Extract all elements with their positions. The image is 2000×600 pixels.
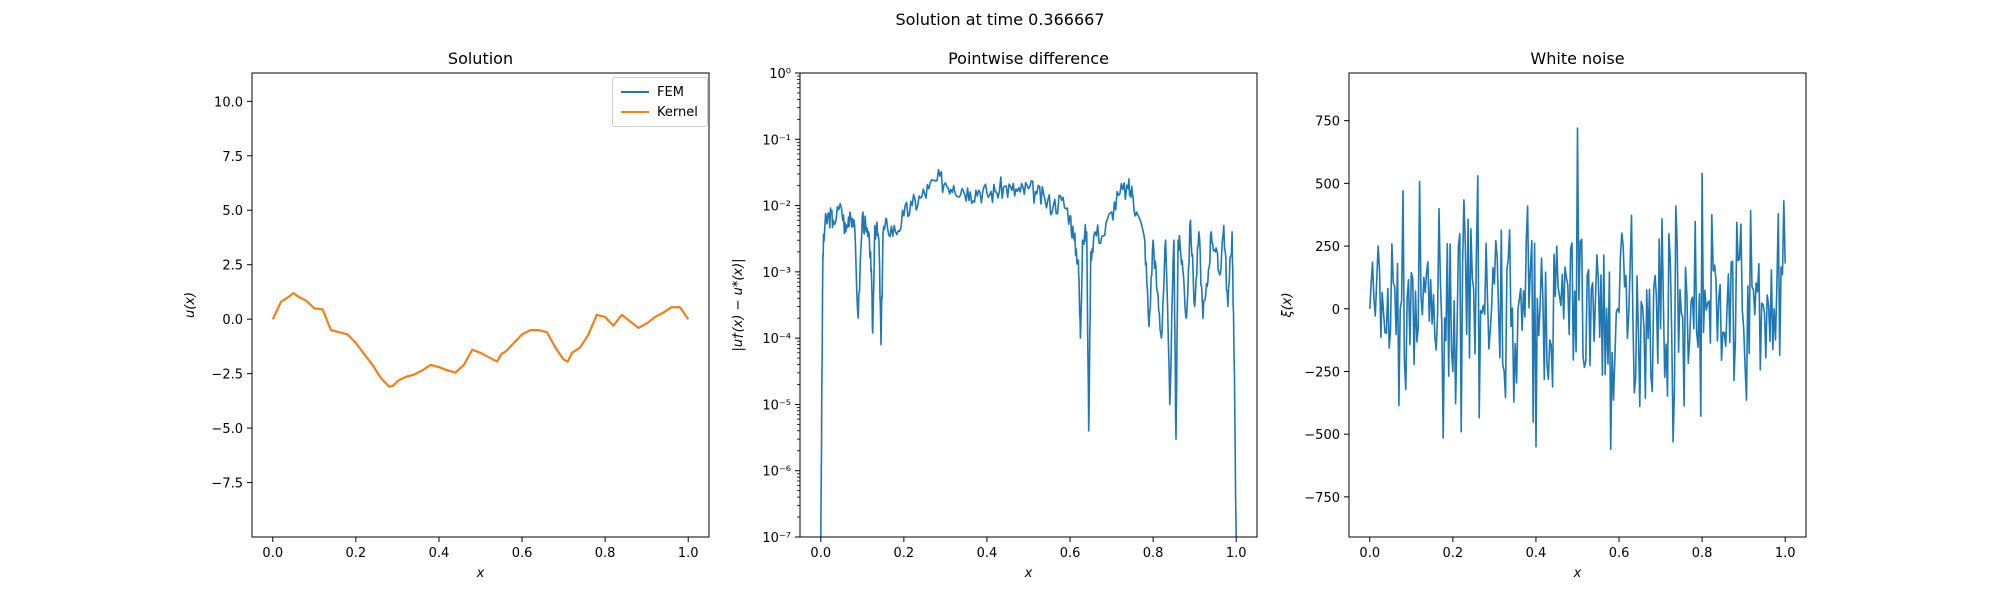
axes-frame xyxy=(251,72,710,538)
x-tick-label: 0.4 xyxy=(977,546,998,561)
x-tick-label: 0.4 xyxy=(429,546,450,561)
y-tick-label: 10⁻³ xyxy=(762,266,791,281)
series-line-noise xyxy=(1369,127,1786,450)
y-tick-label: −7.5 xyxy=(211,477,243,492)
x-tick-label: 0.2 xyxy=(346,546,367,561)
legend-label-fem: FEM xyxy=(657,84,684,100)
x-tick-label: 1.0 xyxy=(1775,546,1796,561)
y-tick-label: −500 xyxy=(1304,428,1340,443)
y-tick-label: 10⁻² xyxy=(762,200,791,215)
y-tick-label: 750 xyxy=(1315,115,1340,130)
legend: FEM Kernel xyxy=(612,77,708,127)
y-tick-label: 10⁻⁶ xyxy=(762,465,791,480)
y-tick-label: 2.5 xyxy=(222,259,243,274)
x-tick-label: 0.6 xyxy=(512,546,533,561)
x-tick-label: 0.0 xyxy=(262,546,283,561)
y-tick-label: 250 xyxy=(1315,240,1340,255)
y-tick-label: 10⁻⁷ xyxy=(762,531,791,546)
noise-panel: White noise x ξ(x) 0.0 0.2 0.4 0.6 0.8 1.0 750 500… xyxy=(1280,49,1807,581)
y-tick-label: −750 xyxy=(1304,491,1340,506)
y-tick-label: 10⁻¹ xyxy=(762,133,791,148)
x-tick-label: 0.6 xyxy=(1609,546,1630,561)
x-tick-label: 0.8 xyxy=(1692,546,1713,561)
x-tick-label: 0.2 xyxy=(1443,546,1464,561)
y-tick-label: 10⁻⁵ xyxy=(762,398,791,413)
x-tick-label: 0.8 xyxy=(595,546,616,561)
x-tick-label: 0.6 xyxy=(1060,546,1081,561)
x-tick-label: 0.8 xyxy=(1143,546,1164,561)
x-tick-label: 0.0 xyxy=(810,546,831,561)
axes-frame xyxy=(799,72,1258,538)
x-tick-label: 1.0 xyxy=(1226,546,1247,561)
y-tick-label: 0.0 xyxy=(222,313,243,328)
x-tick-label: 1.0 xyxy=(678,546,699,561)
y-tick-label: 500 xyxy=(1315,177,1340,192)
y-tick-label: 0 xyxy=(1332,303,1340,318)
x-tick-label: 0.2 xyxy=(894,546,915,561)
legend-swatch-fem xyxy=(621,91,649,93)
x-axis-label: x xyxy=(476,566,485,581)
y-tick-label: 5.0 xyxy=(222,204,243,219)
y-tick-label: −2.5 xyxy=(211,368,243,383)
legend-item-kernel: Kernel xyxy=(621,103,698,121)
x-axis-label: x xyxy=(1573,566,1582,581)
x-tick-label: 0.4 xyxy=(1526,546,1547,561)
x-axis-label: x xyxy=(1024,566,1033,581)
figure-suptitle: Solution at time 0.366667 xyxy=(895,10,1105,29)
y-axis-label: |u†(x) − u*(x)| xyxy=(731,258,746,351)
panel-title: Solution xyxy=(448,49,513,68)
series-line-fem xyxy=(271,292,690,388)
y-axis-label: u(x) xyxy=(183,292,198,318)
legend-label-kernel: Kernel xyxy=(657,104,698,120)
panel-title: Pointwise difference xyxy=(948,49,1109,68)
legend-swatch-kernel xyxy=(621,111,649,113)
y-tick-label: 10⁰ xyxy=(769,67,791,82)
y-axis-label: ξ(x) xyxy=(1280,292,1295,318)
y-tick-label: −5.0 xyxy=(211,422,243,437)
x-tick-label: 0.0 xyxy=(1359,546,1380,561)
series-line-kernel xyxy=(271,292,690,388)
difference-panel: Pointwise difference x |u†(x) − u*(x)| 0.0 0… xyxy=(731,49,1258,581)
panel-title: White noise xyxy=(1530,49,1624,68)
series-line-difference xyxy=(820,168,1237,537)
axes-frame xyxy=(1348,72,1807,538)
y-tick-label: 10.0 xyxy=(214,95,243,110)
solution-panel: Solution x u(x) 0.0 0.2 0.4 0.6 0.8 1.0 10.0 7.5 5.… xyxy=(183,49,710,581)
y-tick-label: 7.5 xyxy=(222,150,243,165)
legend-item-fem: FEM xyxy=(621,83,684,101)
y-tick-label: −250 xyxy=(1304,365,1340,380)
y-tick-label: 10⁻⁴ xyxy=(762,332,791,347)
